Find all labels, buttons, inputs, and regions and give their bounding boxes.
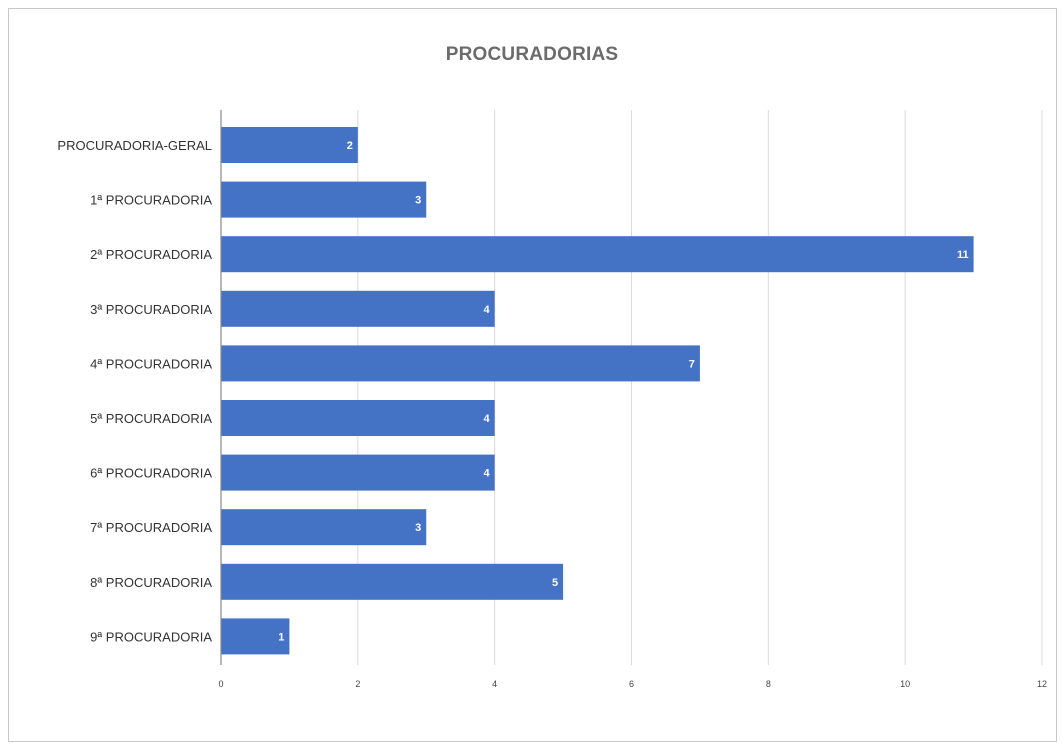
x-tick-label: 12 (1037, 679, 1047, 689)
x-tick-label: 6 (629, 679, 634, 689)
bar (221, 563, 564, 600)
x-tick-label: 10 (900, 679, 910, 689)
data-label: 1 (278, 631, 284, 643)
bar (221, 454, 495, 491)
bar (221, 127, 358, 163)
chart-title: PROCURADORIAS (445, 44, 619, 65)
bar (221, 509, 427, 546)
data-label: 3 (415, 522, 421, 534)
x-tick-label: 4 (492, 679, 497, 689)
data-label: 5 (552, 577, 558, 589)
bar (221, 400, 495, 436)
category-label: PROCURADORIA-GERAL (57, 138, 212, 153)
data-label: 11 (957, 249, 969, 261)
category-label: 1ª PROCURADORIA (90, 193, 212, 208)
x-tick-label: 8 (766, 679, 771, 689)
category-label: 8ª PROCURADORIA (90, 575, 212, 590)
category-label: 9ª PROCURADORIA (90, 629, 212, 644)
category-label: 7ª PROCURADORIA (90, 520, 212, 535)
data-label: 2 (347, 140, 353, 152)
category-label: 4ª PROCURADORIA (90, 356, 212, 371)
data-label: 3 (415, 195, 421, 207)
bar (221, 290, 495, 327)
category-label: 2ª PROCURADORIA (90, 247, 212, 262)
category-label: 3ª PROCURADORIA (90, 302, 212, 317)
category-label: 5ª PROCURADORIA (90, 411, 212, 426)
data-label: 4 (484, 413, 491, 425)
data-label: 7 (689, 358, 695, 370)
bar (221, 236, 974, 273)
category-label: 6ª PROCURADORIA (90, 466, 212, 481)
x-tick-label: 0 (218, 679, 223, 689)
bar (221, 345, 700, 382)
data-label: 4 (484, 468, 491, 480)
x-tick-label: 2 (355, 679, 360, 689)
data-label: 4 (484, 304, 491, 316)
bar (221, 618, 290, 655)
bar (221, 181, 427, 218)
